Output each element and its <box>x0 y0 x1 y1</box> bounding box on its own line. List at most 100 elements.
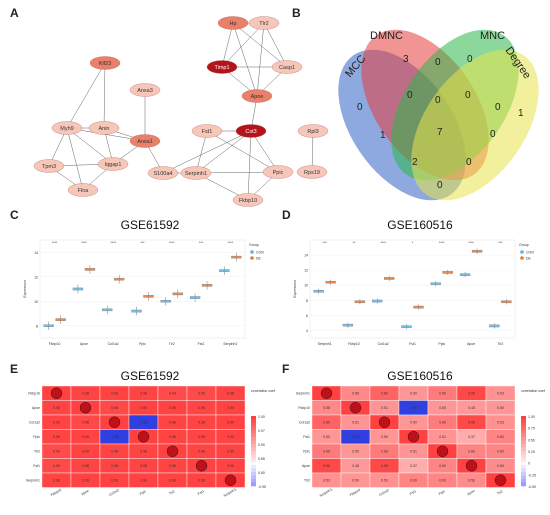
network-node-label: Anxa1 <box>137 139 153 145</box>
legend-tick-label: 0.90 <box>258 443 265 447</box>
heatmap-diagonal-dot <box>195 460 208 472</box>
box-de <box>114 277 125 281</box>
box-con <box>219 269 230 272</box>
network-node-label: Klf23 <box>99 61 112 67</box>
heatmap-cell-value: 0.98 <box>53 406 60 410</box>
heatmap-cell-value: 0.50 <box>439 406 446 410</box>
legend-tick-label: 0.50 <box>528 438 535 442</box>
network-node-label: Timp1 <box>214 65 229 71</box>
heatmap-cell-value: 0.95 <box>198 391 205 395</box>
heatmap-cell-value: 0.98 <box>169 464 176 468</box>
venn-value: 7 <box>437 127 443 138</box>
heatmap-col-label: Fst1 <box>409 489 417 496</box>
venn-label-mnc: MNC <box>480 30 505 42</box>
network-node <box>271 60 303 74</box>
heatmap-cell-value: 0.94 <box>53 449 60 453</box>
y-tick-label: 12 <box>34 275 38 279</box>
legend-gradient-step <box>521 433 526 438</box>
legend-gradient-step <box>251 468 256 473</box>
legend-label: DE <box>256 256 262 260</box>
network-edge <box>66 127 114 165</box>
legend-gradient-step <box>251 440 256 445</box>
network-node-label: Rps19 <box>304 170 320 176</box>
significance-label: **** <box>110 241 116 245</box>
heatmap-cell-value: 0.37 <box>410 464 417 468</box>
heatmap-cell-value: 0.99 <box>111 391 118 395</box>
heatmap-cell-value: 0.98 <box>82 464 89 468</box>
network-edge <box>221 22 265 68</box>
heatmap-cell-value: 0.98 <box>198 420 205 424</box>
heatmap-cell-value: 0.53 <box>381 478 388 482</box>
venn-value: 0 <box>435 57 441 68</box>
legend-tick-label: -0.50 <box>528 485 536 489</box>
significance-label: **** <box>81 241 87 245</box>
heatmap-cell-value: 0.99 <box>111 478 118 482</box>
x-tick-label: Col1a2 <box>378 342 389 346</box>
significance-label: **** <box>169 241 175 245</box>
heatmap-cell-value: 0.99 <box>53 420 60 424</box>
heatmap-diagonal-dot <box>224 474 237 486</box>
heatmap-cell-value: 0.60 <box>439 464 446 468</box>
legend-gradient-step <box>251 433 256 438</box>
legend-gradient-step <box>251 430 256 434</box>
heatmap-cell-value: 0.50 <box>352 478 359 482</box>
heatmap-cell-value: 0.60 <box>439 478 446 482</box>
heatmap-cell-value: -0.60 <box>352 435 360 439</box>
heatmap-cell-value: 0.66 <box>439 420 446 424</box>
heatmap-cell-value: 0.96 <box>82 420 89 424</box>
heatmap-diagonal-dot <box>436 445 449 457</box>
network-edge <box>195 130 252 174</box>
network-edge <box>66 127 84 191</box>
heatmap-diagonal-dot <box>349 402 362 414</box>
box-de <box>354 300 366 304</box>
heatmap-cell-value: 0.98 <box>198 435 205 439</box>
heatmap-cell-value: 0.96 <box>468 420 475 424</box>
box-con <box>313 290 324 293</box>
network-node-label: Hp <box>229 21 236 27</box>
heatmap-cell-value: 0.98 <box>169 420 176 424</box>
box-con <box>160 300 171 303</box>
heatmap-cell-value: 0.98 <box>111 464 118 468</box>
network-node <box>51 121 83 135</box>
heatmap-col-label: Apoe <box>466 489 475 497</box>
heatmap-row-label: Fst1 <box>33 464 40 468</box>
legend-gradient-step <box>521 451 526 455</box>
heatmap-cell-value: 0.66 <box>439 391 446 395</box>
heatmap-cell-value: 0.53 <box>323 478 330 482</box>
heatmap-col-label: Serpinh1 <box>223 487 237 497</box>
network-node-label: Tpm3 <box>42 164 56 170</box>
plot-area <box>39 239 246 339</box>
network-edge <box>256 22 265 97</box>
network-node-label: Anin <box>98 126 109 132</box>
x-tick-label: Serpinh1 <box>223 342 237 346</box>
y-tick-label: 8 <box>306 299 308 303</box>
legend-gradient-step <box>251 461 256 466</box>
heatmap-row-label: Ppic <box>303 450 310 454</box>
network-node <box>88 121 120 135</box>
network-node <box>217 16 249 30</box>
box-de <box>413 305 424 309</box>
heatmap-cell-value: 0.99 <box>140 406 147 410</box>
heatmap-cell-value: 0.60 <box>497 435 504 439</box>
network-node <box>248 16 280 30</box>
heatmap-cell-value: 0.60 <box>468 449 475 453</box>
boxplot-gse61592: 8 10 12 14 Expression Fkbp10 **** Apoe **** Col1a… <box>23 239 264 346</box>
network-edge <box>232 22 288 68</box>
heatmap-cell-value: 0.98 <box>111 449 118 453</box>
boxplot-gse160516: 4 6 8 10 12 14 Expression Serpinh1 *** Fkbp10 ** Co… <box>293 239 534 346</box>
venn-value: 1 <box>518 108 524 119</box>
network-edge <box>250 130 279 173</box>
box-con <box>372 299 383 303</box>
heatmap-diagonal-dot <box>407 431 420 443</box>
box-de <box>384 277 395 280</box>
legend-gradient-step <box>521 482 526 487</box>
ppi-network: Hp Tlr2 Timp1 Casp1 Apoe Klf23 Anxa3 Myh9 Anin An… <box>33 16 329 207</box>
network-node-label: Ppic <box>273 170 284 176</box>
heatmap-cell-value: 0.98 <box>140 449 147 453</box>
box-de <box>201 284 213 287</box>
network-node-label: Apoe <box>251 94 264 100</box>
network-edge <box>66 62 106 129</box>
heatmap-diagonal-dot <box>137 431 150 443</box>
heatmap-cell-value: 0.51 <box>381 406 388 410</box>
network-edge <box>247 130 252 201</box>
